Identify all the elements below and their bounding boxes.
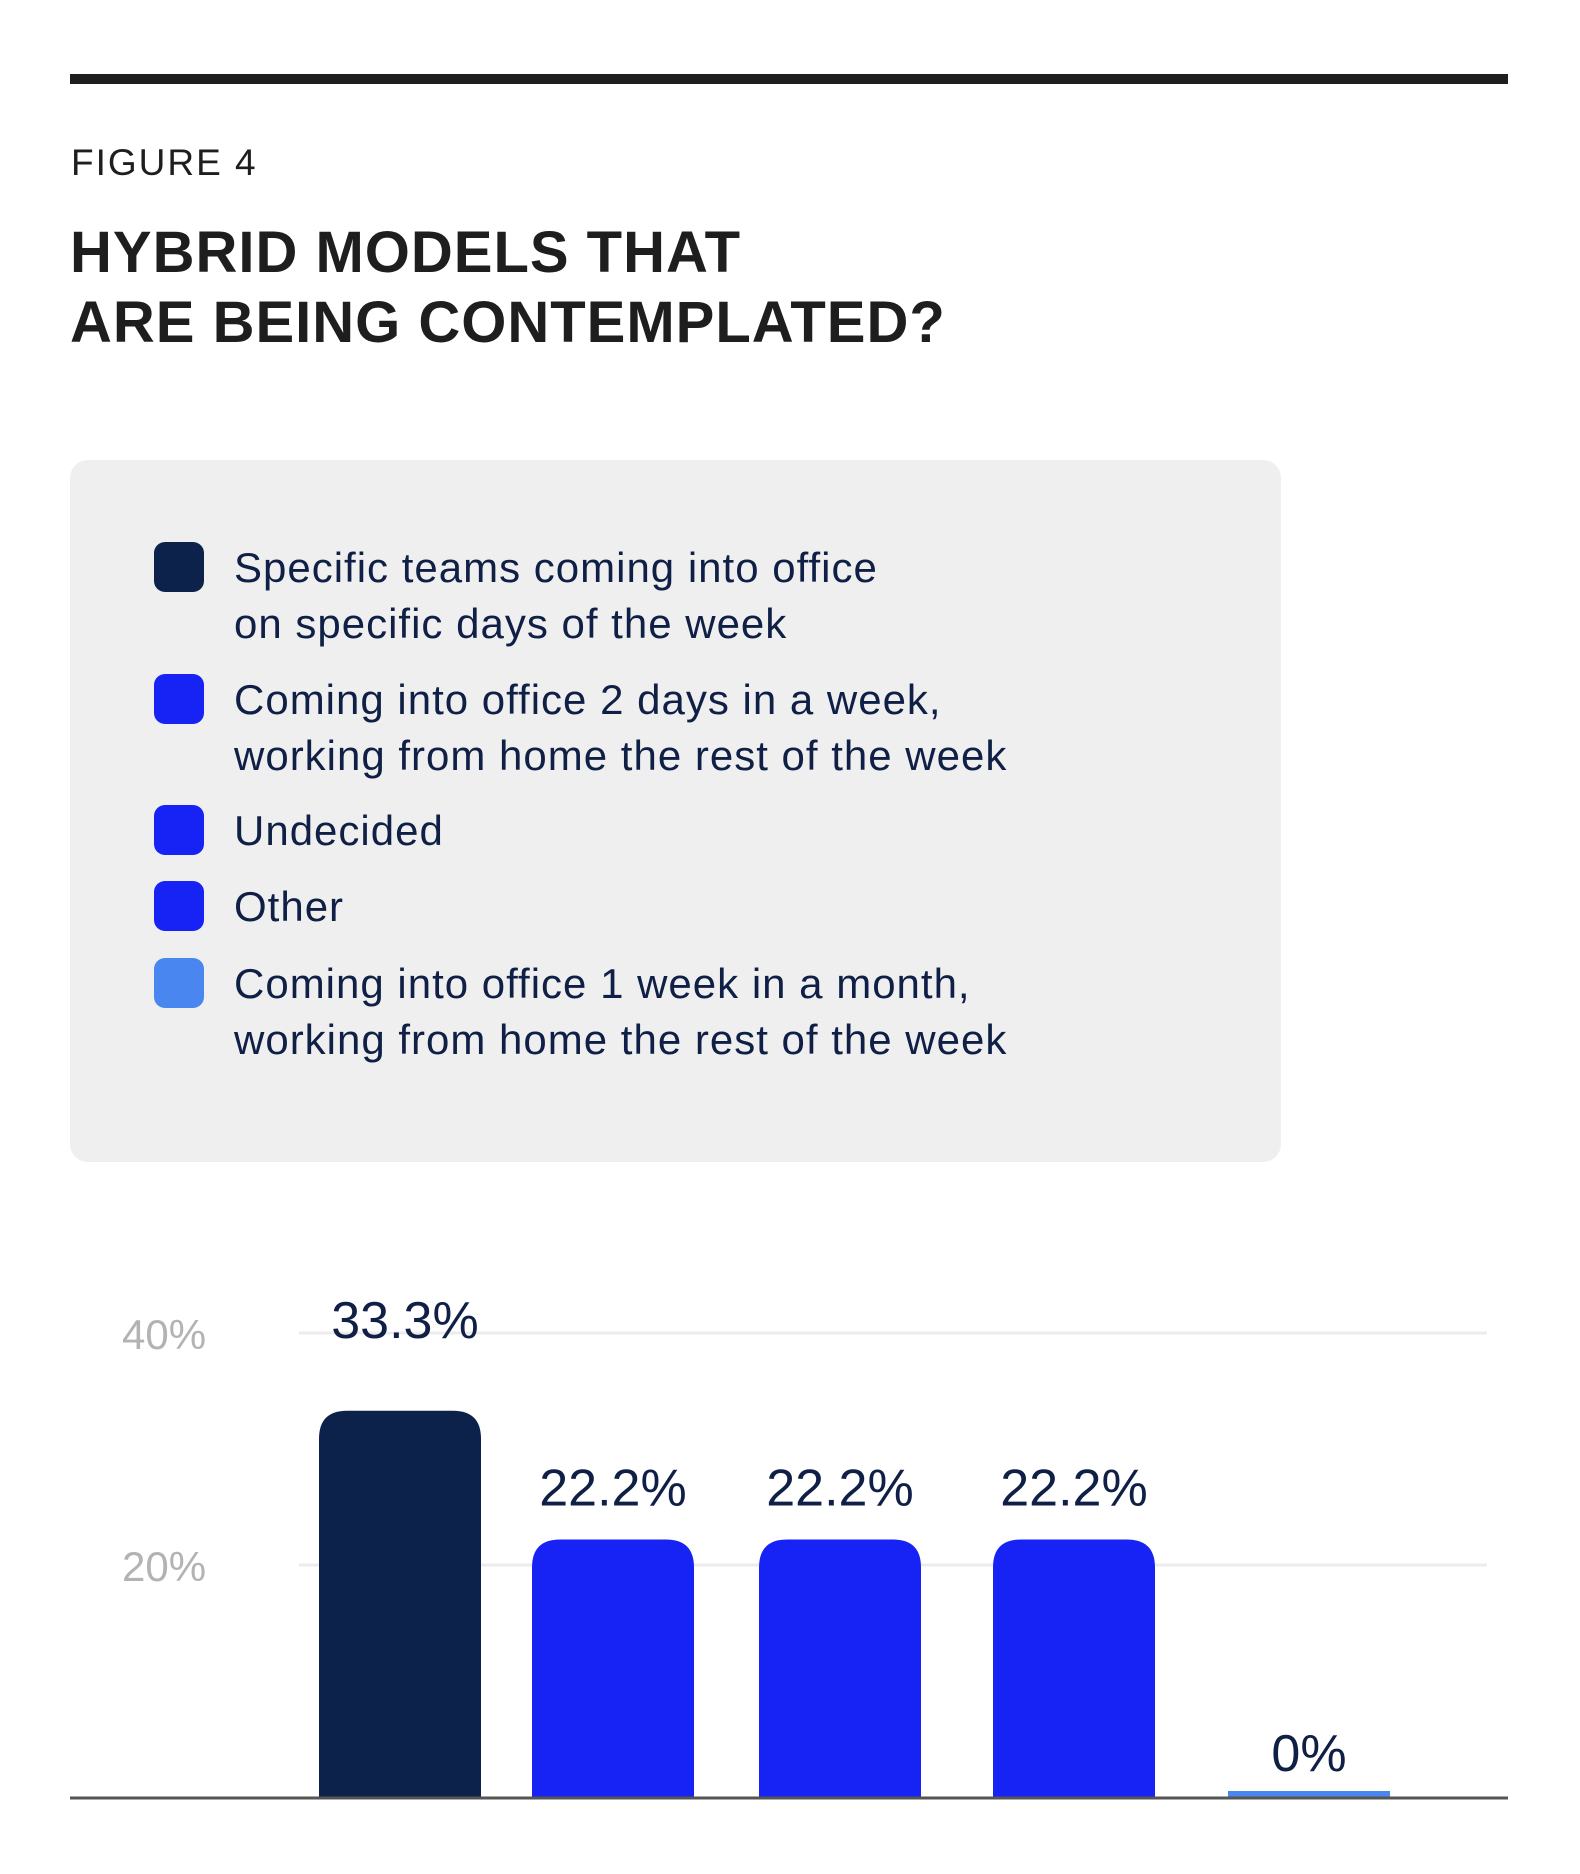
data-label: 0% bbox=[1271, 1725, 1346, 1783]
legend-item: Other bbox=[154, 879, 344, 935]
y-tick-label: 40% bbox=[122, 1311, 206, 1358]
top-rule bbox=[70, 74, 1508, 84]
legend-label: Coming into office 1 week in a month, wo… bbox=[234, 960, 1008, 1063]
legend-item: Coming into office 2 days in a week, wor… bbox=[154, 672, 1007, 784]
bar bbox=[1228, 1791, 1390, 1797]
legend-item: Undecided bbox=[154, 803, 444, 859]
bar bbox=[319, 1410, 481, 1797]
data-label: 33.3% bbox=[331, 1292, 478, 1350]
chart-title: HYBRID MODELS THAT ARE BEING CONTEMPLATE… bbox=[70, 218, 946, 358]
legend-swatch bbox=[154, 542, 204, 592]
bar bbox=[993, 1539, 1155, 1797]
legend-label: Coming into office 2 days in a week, wor… bbox=[234, 676, 1008, 779]
legend-swatch bbox=[154, 674, 204, 724]
data-label: 22.2% bbox=[766, 1459, 913, 1517]
title-line-1: HYBRID MODELS THAT bbox=[70, 220, 742, 285]
bar bbox=[759, 1539, 921, 1797]
legend-label: Undecided bbox=[234, 807, 444, 854]
legend-swatch bbox=[154, 805, 204, 855]
legend-item: Specific teams coming into office on spe… bbox=[154, 540, 878, 652]
legend-swatch bbox=[154, 881, 204, 931]
legend: Specific teams coming into office on spe… bbox=[70, 460, 1281, 1162]
figure-label: FIGURE 4 bbox=[71, 142, 258, 183]
legend-swatch bbox=[154, 958, 204, 1008]
legend-label: Other bbox=[234, 883, 345, 930]
data-label: 22.2% bbox=[1000, 1459, 1147, 1517]
bar bbox=[532, 1539, 694, 1797]
data-label: 22.2% bbox=[539, 1459, 686, 1517]
y-tick-label: 20% bbox=[122, 1543, 206, 1590]
legend-item: Coming into office 1 week in a month, wo… bbox=[154, 956, 1007, 1068]
legend-label: Specific teams coming into office on spe… bbox=[234, 544, 878, 647]
title-line-2: ARE BEING CONTEMPLATED? bbox=[70, 290, 946, 355]
